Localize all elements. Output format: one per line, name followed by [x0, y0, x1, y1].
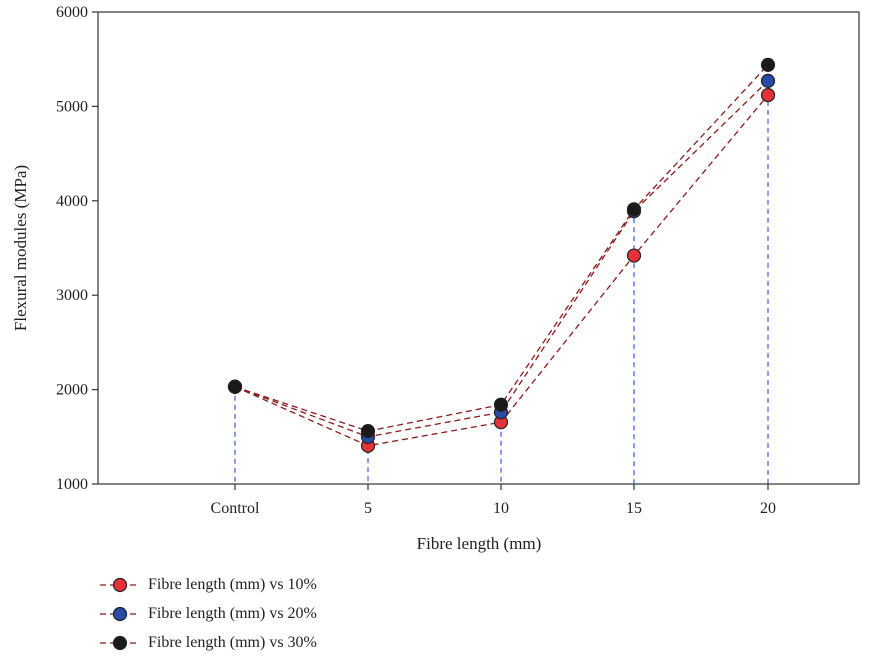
- y-tick-label: 3000: [56, 287, 88, 304]
- legend-item: Fibre length (mm) vs 10%: [96, 570, 317, 599]
- data-points: [227, 57, 776, 453]
- data-point: [626, 248, 642, 263]
- x-tick-label: 15: [626, 500, 642, 517]
- y-axis-title: Flexural modules (MPa): [11, 165, 30, 331]
- plot-frame: [97, 11, 860, 485]
- axes: 1000 2000 3000 4000 5000 6000 Control 5 10 15 20: [56, 4, 860, 517]
- legend-dot: [112, 577, 128, 592]
- series-line-2: [234, 80, 769, 438]
- legend-marker: [100, 606, 140, 621]
- legend-item: Fibre length (mm) vs 30%: [96, 628, 317, 657]
- legend-dot: [112, 606, 128, 621]
- y-tick-label: 6000: [56, 4, 88, 21]
- legend-dot: [112, 635, 128, 650]
- legend-marker: [100, 577, 140, 592]
- data-point: [493, 397, 509, 412]
- x-axis-title: Fibre length (mm): [417, 534, 542, 553]
- data-point: [760, 73, 776, 89]
- legend-item: Fibre length (mm) vs 20%: [96, 599, 317, 628]
- x-tick-label: Control: [211, 500, 260, 517]
- x-tick-label: 5: [364, 500, 372, 517]
- y-tick-label: 1000: [56, 476, 88, 493]
- legend-label: Fibre length (mm) vs 30%: [148, 633, 317, 651]
- y-tick-label: 4000: [56, 193, 88, 210]
- y-tick-label: 5000: [56, 98, 88, 115]
- data-point: [227, 379, 243, 394]
- legend-label: Fibre length (mm) vs 20%: [148, 604, 317, 622]
- x-tick-label: 20: [760, 500, 776, 517]
- series-lines: [234, 64, 769, 447]
- data-point: [760, 87, 776, 103]
- x-tick-label: 10: [493, 500, 509, 517]
- y-tick-label: 2000: [56, 382, 88, 399]
- legend-label: Fibre length (mm) vs 10%: [148, 575, 317, 593]
- series-line-1: [234, 94, 769, 447]
- legend-marker: [100, 635, 140, 650]
- legend: Fibre length (mm) vs 10% Fibre length (mm…: [96, 570, 317, 657]
- data-point: [760, 57, 776, 72]
- chart-area: 1000 2000 3000 4000 5000 6000 Control 5 10 15 20 F…: [11, 4, 860, 553]
- data-point: [626, 202, 642, 217]
- series-line-3: [234, 64, 769, 432]
- data-point: [360, 424, 376, 439]
